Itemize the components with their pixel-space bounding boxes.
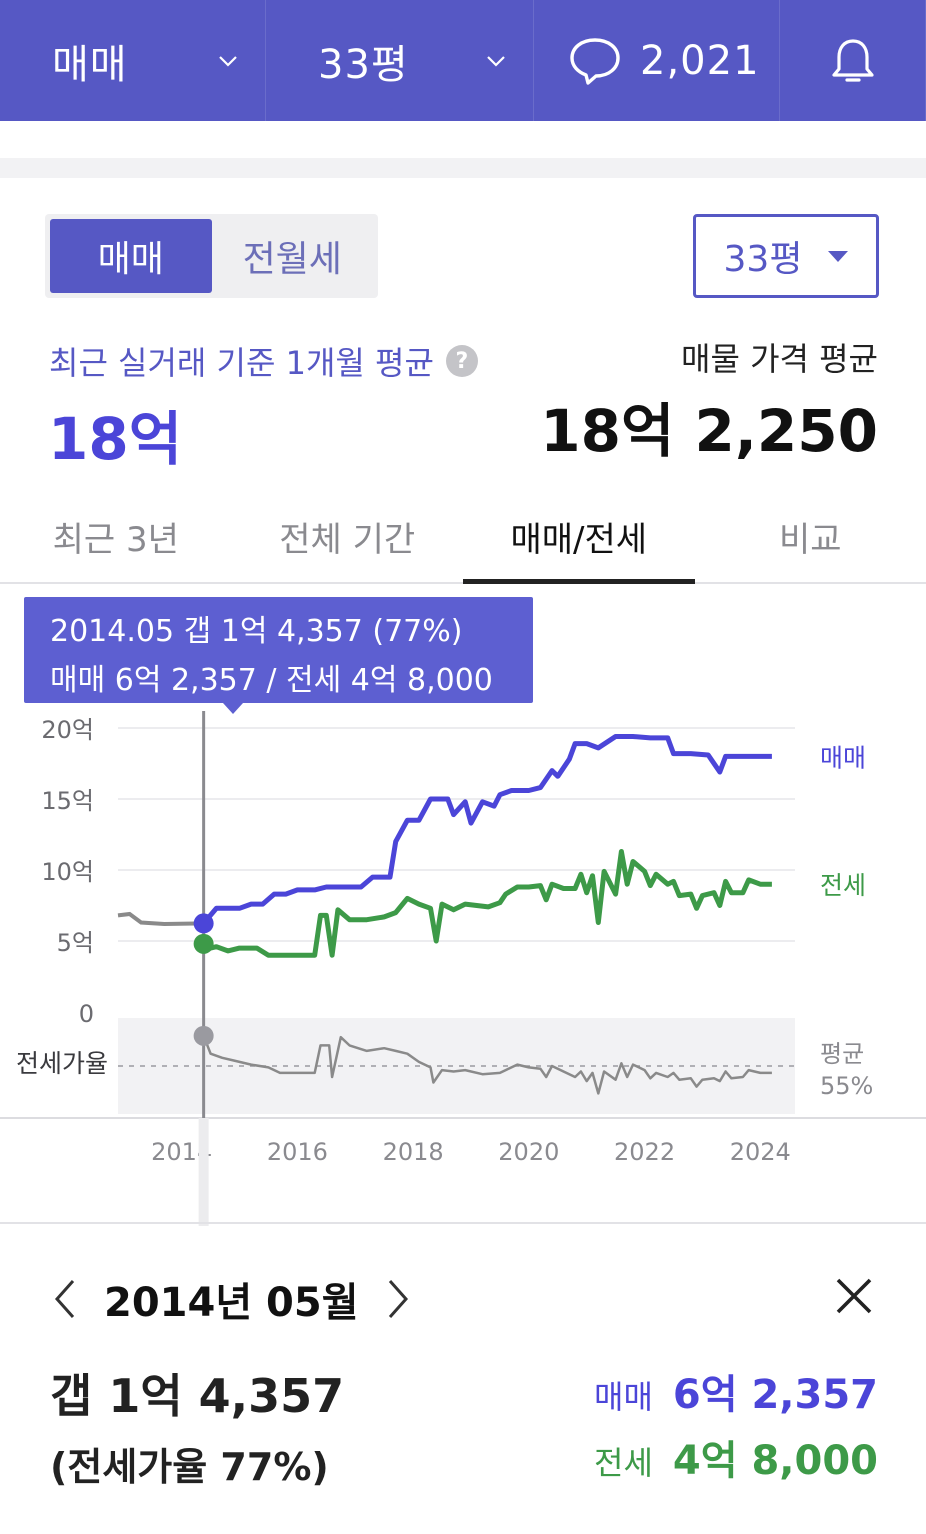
detail-date-nav: 2014년 05월 <box>50 1270 413 1328</box>
size-label: 33평 <box>318 41 409 88</box>
cursor-marker-ratio <box>193 1025 214 1046</box>
comments-button[interactable]: 2,021 <box>534 0 780 121</box>
x-tick-label: 2016 <box>267 1138 328 1166</box>
help-icon[interactable]: ? <box>445 345 478 377</box>
toggle-sale[interactable]: 매매 <box>50 219 212 293</box>
ratio-average-label: 평균 <box>820 1040 864 1068</box>
chevron-down-icon <box>219 55 237 67</box>
ratio-average-value: 55% <box>820 1072 873 1100</box>
recent-average-value: 18억 <box>48 405 183 473</box>
section-divider <box>0 158 926 178</box>
series-line-jeonse <box>202 849 772 958</box>
close-icon[interactable] <box>832 1274 876 1318</box>
y-tick-label: 10억 <box>41 858 94 886</box>
cursor-track <box>198 1118 209 1226</box>
prev-month-button[interactable] <box>50 1274 80 1324</box>
detail-jeonse-label: 전세 <box>594 1444 653 1482</box>
detail-date: 2014년 05월 <box>104 1280 359 1326</box>
x-tick-label: 2018 <box>383 1138 444 1166</box>
series-label-jeonse: 전세 <box>820 871 866 900</box>
tooltip-line-2: 매매 6억 2,357 / 전세 4억 8,000 <box>50 663 493 698</box>
detail-divider <box>0 1222 926 1224</box>
size-dropdown[interactable]: 33평 <box>266 0 534 121</box>
recent-average-label: 최근 실거래 기준 1개월 평균 ? <box>49 338 478 384</box>
chevron-down-icon <box>487 55 505 67</box>
tab-compare[interactable]: 비교 <box>778 519 842 560</box>
y-tick-label: 15억 <box>41 787 94 815</box>
notification-button[interactable] <box>780 0 926 121</box>
price-chart[interactable]: 20억 15억 10억 5억 0 전세가율 평균 55% 2014 2016 2018 2020 202… <box>0 586 926 1226</box>
deal-type-dropdown[interactable]: 매매 <box>0 0 266 121</box>
x-tick-label: 2024 <box>730 1138 791 1166</box>
chart-tooltip: 2014.05 갭 1억 4,357 (77%) 매매 6억 2,357 / 전… <box>24 597 533 714</box>
series-line-ratio <box>202 1035 772 1095</box>
x-tick-label: 2020 <box>498 1138 559 1166</box>
detail-sale-value: 6억 2,357 <box>672 1372 878 1418</box>
series-line-sale <box>201 734 772 926</box>
size-select[interactable]: 33평 <box>693 214 879 298</box>
detail-sale-label: 매매 <box>594 1378 653 1416</box>
y-tick-label: 0 <box>79 1000 94 1028</box>
detail-jeonse-value: 4억 8,000 <box>672 1438 878 1484</box>
detail-gap: 갭 1억 4,357 <box>50 1369 345 1423</box>
detail-ratio: (전세가율 77%) <box>50 1445 329 1489</box>
tab-all-period[interactable]: 전체 기간 <box>279 519 416 560</box>
ratio-axis-label: 전세가율 <box>16 1049 108 1078</box>
comment-count: 2,021 <box>640 37 760 84</box>
toggle-rent[interactable]: 전월세 <box>242 239 342 280</box>
speech-bubble-icon <box>570 37 620 85</box>
detail-sale-row: 매매 6억 2,357 <box>594 1362 878 1420</box>
cursor-marker-jeonse <box>193 933 214 954</box>
top-bar: 매매 33평 2,021 <box>0 0 926 121</box>
y-tick-label: 20억 <box>41 716 94 744</box>
detail-jeonse-row: 전세 4억 8,000 <box>594 1428 878 1486</box>
period-tabs: 최근 3년 전체 기간 매매/전세 비교 <box>0 490 926 584</box>
caret-down-icon <box>828 250 849 262</box>
tab-sale-jeonse[interactable]: 매매/전세 <box>463 490 695 584</box>
cursor-marker-sale <box>193 913 214 934</box>
listing-average-label: 매물 가격 평균 <box>681 340 878 378</box>
chevron-left-icon <box>54 1280 75 1318</box>
bell-icon <box>831 38 874 82</box>
series-line-pre <box>117 911 204 927</box>
size-select-label: 33평 <box>723 239 803 280</box>
next-month-button[interactable] <box>383 1274 413 1324</box>
deal-toggle: 매매 전월세 <box>45 214 378 298</box>
tab-recent-3y[interactable]: 최근 3년 <box>52 519 179 560</box>
x-tick-label: 2022 <box>614 1138 675 1166</box>
chevron-right-icon <box>388 1280 408 1318</box>
tooltip-line-1: 2014.05 갭 1억 4,357 (77%) <box>50 614 463 649</box>
deal-type-label: 매매 <box>52 41 128 88</box>
recent-average-text: 최근 실거래 기준 1개월 평균 <box>49 344 434 382</box>
y-tick-label: 5억 <box>57 929 94 957</box>
listing-average-value: 18억 2,250 <box>540 397 878 465</box>
series-label-sale: 매매 <box>820 743 866 772</box>
